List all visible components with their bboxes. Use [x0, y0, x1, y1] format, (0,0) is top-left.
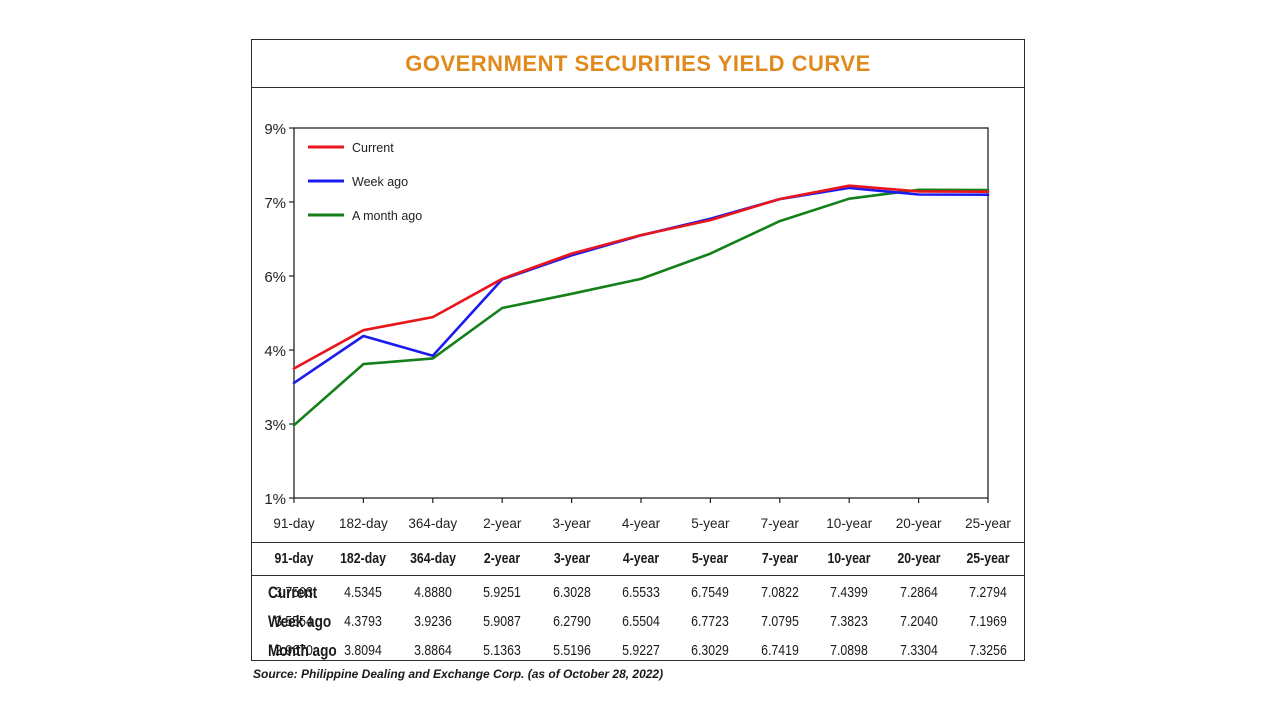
series-line-month-ago — [292, 188, 990, 427]
table-header-cell: 91-day — [274, 550, 314, 567]
table-header-cell: 4-year — [622, 550, 660, 567]
table-cell: 3.8864 — [413, 642, 452, 659]
table-row-label: Current — [268, 583, 318, 602]
table-header-cell: 20-year — [897, 550, 941, 567]
x-tick-label: 182-day — [339, 516, 388, 531]
table-row: Current 3.7503 4.5345 4.8880 5.9251 6.3028 6.5… — [252, 582, 1024, 604]
table-cell: 3.7503 — [275, 584, 313, 601]
table-header-cell: 3-year — [553, 550, 590, 567]
table-cell: 5.9087 — [483, 613, 521, 630]
table-cell: 7.2040 — [899, 613, 938, 630]
table-cell: 5.5196 — [552, 642, 591, 659]
yield-curve-chart: 1% 3% 4% 6% 7% 9% 91-day 182-day 364-day 2-year 3-… — [264, 121, 1011, 531]
chart-title: GOVERNMENT SECURITIES YIELD CURVE — [405, 50, 871, 76]
table-row: Month ago 2.9670 3.8094 3.8864 5.1363 5.5196 5… — [252, 640, 1024, 662]
y-tick-label: 6% — [264, 269, 286, 286]
y-tick-label: 9% — [264, 121, 286, 138]
x-tick-label: 91-day — [273, 516, 315, 531]
table-row-label: Month ago — [268, 641, 337, 660]
table-cell: 6.2790 — [552, 613, 591, 630]
x-tick-label: 20-year — [896, 516, 942, 531]
x-tick-label: 7-year — [761, 516, 800, 531]
table-header-cell: 10-year — [827, 550, 871, 567]
table-cell: 6.3028 — [552, 584, 591, 601]
table-header-row: 91-day 182-day 364-day 2-year 3-year 4-year 5-… — [252, 548, 1024, 570]
table-cell: 7.2794 — [969, 584, 1007, 601]
source-note: Source: Philippine Dealing and Exchange … — [253, 667, 664, 681]
table-cell: 7.4399 — [830, 584, 868, 601]
table-cell: 2.9670 — [275, 642, 313, 659]
x-tick-label: 364-day — [408, 516, 457, 531]
x-tick-label: 5-year — [691, 516, 730, 531]
table-cell: 7.2864 — [899, 584, 938, 601]
table-cell: 7.0795 — [760, 613, 799, 630]
table-cell: 6.3029 — [691, 642, 730, 659]
table-cell: 7.0822 — [760, 584, 799, 601]
table-cell: 7.1969 — [969, 613, 1007, 630]
table-cell: 6.7723 — [691, 613, 730, 630]
chart-frame: GOVERNMENT SECURITIES YIELD CURVE 1% 3% 4%… — [251, 39, 1025, 661]
y-tick-label: 4% — [264, 343, 286, 360]
x-tick-label: 3-year — [552, 516, 591, 531]
table-cell: 5.1363 — [483, 642, 521, 659]
table-cell: 3.8094 — [344, 642, 383, 659]
table-cell: 7.3823 — [830, 613, 868, 630]
table-header-cell: 2-year — [484, 550, 521, 567]
table-cell: 5.9227 — [622, 642, 660, 659]
table-cell: 6.7549 — [691, 584, 730, 601]
table-cell: 4.5345 — [344, 584, 383, 601]
series-line-current — [292, 184, 990, 370]
x-tick-label: 10-year — [826, 516, 872, 531]
table-cell: 7.3256 — [969, 642, 1007, 659]
title-bar: GOVERNMENT SECURITIES YIELD CURVE — [252, 40, 1024, 88]
x-tick-label: 2-year — [483, 516, 522, 531]
table-header-divider — [252, 575, 1024, 576]
table-cell: 3.5554 — [275, 613, 313, 630]
chart-table-separator — [252, 542, 1024, 543]
table-header-cell: 5-year — [692, 550, 729, 567]
y-tick-label: 3% — [264, 417, 286, 434]
table-cell: 3.9236 — [413, 613, 452, 630]
x-tick-label: 25-year — [965, 516, 1011, 531]
table-cell: 4.8880 — [413, 584, 452, 601]
y-tick-label: 7% — [264, 195, 286, 212]
x-tick-label: 4-year — [622, 516, 661, 531]
table-header-cell: 7-year — [761, 550, 798, 567]
table-cell: 4.3793 — [344, 613, 383, 630]
legend-label: Week ago — [352, 175, 408, 189]
table-row-label: Week ago — [268, 612, 332, 631]
legend-label: A month ago — [352, 209, 422, 223]
table-header-cell: 25-year — [966, 550, 1010, 567]
table-header-cell: 364-day — [409, 550, 456, 567]
table-cell: 7.0898 — [830, 642, 868, 659]
table-cell: 6.5533 — [622, 584, 660, 601]
table-cell: 6.5504 — [622, 613, 660, 630]
y-tick-label: 1% — [264, 491, 286, 508]
table-row: Week ago 3.5554 4.3793 3.9236 5.9087 6.2790 6.… — [252, 611, 1024, 633]
legend-label: Current — [352, 141, 394, 155]
table-header-cell: 182-day — [340, 550, 387, 567]
table-cell: 7.3304 — [899, 642, 938, 659]
table-cell: 6.7419 — [760, 642, 799, 659]
table-cell: 5.9251 — [483, 584, 521, 601]
